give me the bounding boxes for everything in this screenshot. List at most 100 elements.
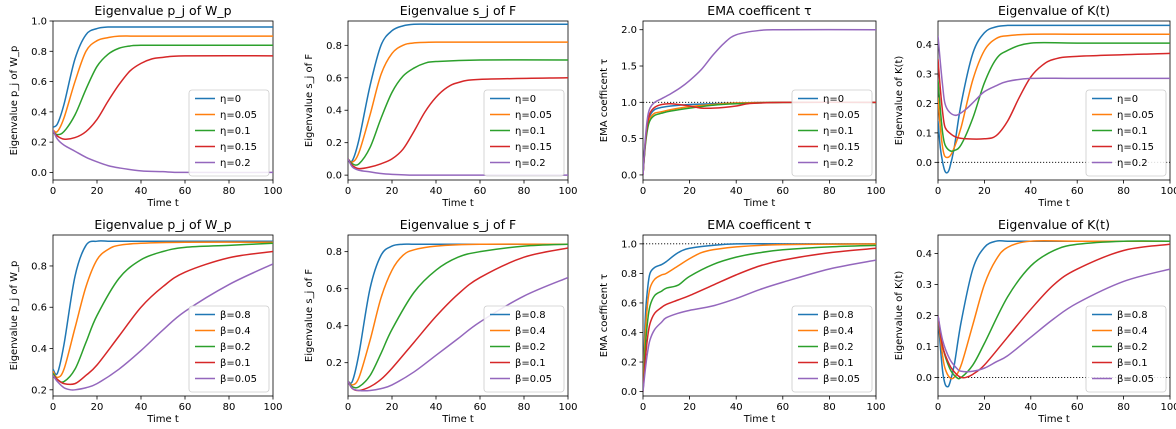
y-tick-label: 1.0	[621, 239, 637, 250]
chart-panel-1: 0 20 40 60 80 100 0.0 0.2 0.4 0.6 0.8 1.0 Eigenvalue…	[9, 3, 283, 209]
legend-label: η=0.15	[1117, 142, 1154, 153]
x-tick-label: 20	[91, 402, 104, 413]
series-line-2	[53, 35, 273, 133]
x-tick-label: 0	[345, 186, 351, 197]
series-line-2	[53, 241, 273, 379]
legend-label: β=0.4	[1117, 326, 1148, 337]
chart-title: Eigenvalue of K(t)	[998, 217, 1110, 232]
x-tick-label: 60	[1071, 186, 1084, 197]
x-tick-label: 40	[1024, 402, 1037, 413]
chart-title: Eigenvalue p_j of W_p	[94, 3, 231, 18]
legend: η=0 η=0.05 η=0.1 η=0.15 η=0.2	[1085, 89, 1167, 177]
y-tick-label: 0.4	[31, 107, 47, 118]
x-tick-label: 80	[823, 186, 836, 197]
x-tick-label: 100	[263, 186, 282, 197]
chart-panel-2: 0 20 40 60 80 100 0.0 0.2 0.4 0.6 0.8 Eigenvalue s_…	[304, 3, 578, 209]
y-tick-label: 0.0	[31, 168, 47, 179]
x-tick-label: 20	[683, 186, 696, 197]
legend-label: β=0.8	[1117, 310, 1148, 321]
x-tick-label: 20	[683, 402, 696, 413]
legend-label: β=0.1	[823, 358, 854, 369]
series-line-4	[938, 52, 1170, 140]
series-line-4	[938, 243, 1170, 379]
legend: β=0.8 β=0.4 β=0.2 β=0.1 β=0.05	[1085, 305, 1167, 393]
series-line-1	[53, 26, 273, 128]
y-tick-label: 0.8	[326, 41, 342, 52]
legend-label: β=0.1	[1117, 358, 1148, 369]
y-tick-label: 0.4	[326, 106, 342, 117]
y-tick-label: 0.8	[31, 261, 47, 272]
series-line-3	[53, 44, 273, 136]
x-tick-label: 0	[640, 402, 646, 413]
x-tick-label: 20	[386, 186, 399, 197]
y-tick-label: 0.8	[621, 269, 637, 280]
x-axis-label: Time t	[441, 198, 474, 209]
x-tick-label: 0	[935, 402, 941, 413]
x-tick-label: 80	[223, 402, 236, 413]
x-tick-label: 60	[1071, 402, 1084, 413]
y-tick-label: 0.1	[916, 128, 932, 139]
chart-panel-3: 0 20 40 60 80 100 0.0 0.5 1.0 1.5 2.0 EMA coefficen…	[599, 3, 886, 209]
y-tick-label: 0.0	[916, 373, 932, 384]
y-tick-label: 0.6	[31, 303, 47, 314]
series-line-5	[348, 158, 568, 176]
series-line-2	[348, 41, 568, 164]
series-line-1	[643, 243, 876, 392]
chart-panel-8: 0 20 40 60 80 100 0.0 0.1 0.2 0.3 0.4 Eigenvalue of…	[894, 217, 1176, 425]
chart-title: EMA coefficent τ	[707, 3, 811, 18]
x-tick-label: 100	[1160, 186, 1176, 197]
y-tick-label: 0.8	[326, 247, 342, 258]
y-tick-label: 0.4	[916, 249, 932, 260]
chart-title: Eigenvalue p_j of W_p	[94, 217, 231, 232]
x-axis-label: Time t	[441, 414, 474, 425]
legend-label: β=0.2	[823, 342, 854, 353]
y-axis-label: EMA coefficent τ	[599, 59, 610, 143]
legend-label: η=0.05	[1117, 110, 1154, 121]
legend-label: η=0	[220, 94, 241, 105]
legend-label: β=0.8	[515, 310, 546, 321]
series-line-1	[348, 23, 568, 163]
y-tick-label: 0.2	[326, 358, 342, 369]
series-line-5	[938, 268, 1170, 373]
y-tick-label: 0.2	[621, 358, 637, 369]
legend-box	[791, 89, 873, 177]
legend-label: η=0	[515, 94, 536, 105]
chart-title: Eigenvalue of K(t)	[998, 3, 1110, 18]
x-tick-label: 40	[730, 186, 743, 197]
y-tick-label: 1.0	[621, 98, 637, 109]
series-line-5	[938, 35, 1170, 117]
x-tick-label: 60	[179, 402, 192, 413]
series-line-1	[348, 243, 568, 384]
y-tick-label: 0.8	[31, 47, 47, 58]
series-line-4	[53, 54, 273, 140]
chart-title: Eigenvalue s_j of F	[400, 217, 516, 232]
x-tick-label: 100	[866, 402, 885, 413]
series-line-1	[53, 240, 273, 376]
x-tick-label: 60	[474, 186, 487, 197]
series-line-3	[643, 244, 876, 392]
chart-title: EMA coefficent τ	[707, 217, 811, 232]
series-line-5	[53, 263, 273, 391]
legend-label: η=0.2	[1117, 158, 1148, 169]
legend-label: η=0.2	[823, 158, 854, 169]
series-line-4	[348, 77, 568, 170]
x-tick-label: 100	[866, 186, 885, 197]
legend-label: β=0.1	[515, 358, 546, 369]
legend: β=0.8 β=0.4 β=0.2 β=0.1 β=0.05	[188, 305, 270, 393]
y-axis-label: Eigenvalue of K(t)	[894, 271, 905, 361]
x-tick-label: 40	[730, 402, 743, 413]
legend: η=0 η=0.05 η=0.1 η=0.15 η=0.2	[188, 89, 270, 177]
chart-title: Eigenvalue s_j of F	[400, 3, 516, 18]
x-tick-label: 20	[978, 186, 991, 197]
x-tick-label: 60	[776, 402, 789, 413]
series-line-2	[938, 239, 1170, 380]
x-axis-label: Time t	[146, 198, 179, 209]
legend-label: β=0.05	[515, 374, 552, 385]
series-line-5	[643, 28, 876, 175]
x-axis-label: Time t	[743, 414, 776, 425]
y-tick-label: 0.6	[326, 284, 342, 295]
series-line-3	[348, 59, 568, 166]
legend-label: η=0.2	[515, 158, 546, 169]
y-tick-label: 0.2	[31, 138, 47, 149]
